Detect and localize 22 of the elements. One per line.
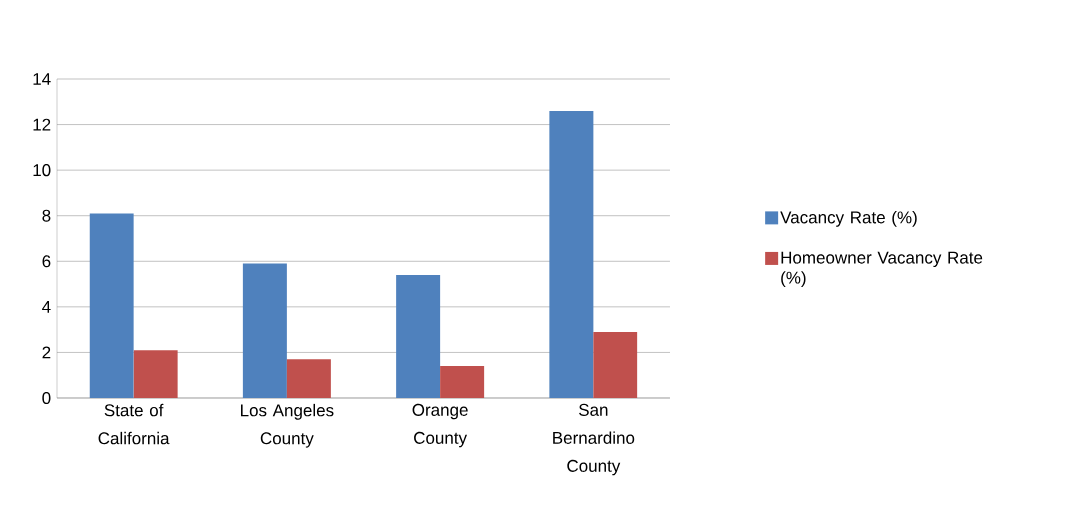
x-tick-label: State of California (98, 403, 170, 445)
bar (133, 350, 178, 398)
y-tick-label: 4 (42, 301, 51, 313)
bar (242, 263, 287, 398)
bar (286, 359, 331, 398)
bar (593, 331, 638, 398)
y-tick-label: 10 (33, 164, 51, 177)
bar (549, 110, 594, 398)
y-tick-label: 6 (42, 255, 51, 268)
y-tick-label: 8 (42, 209, 51, 222)
x-tick-label: Los Angeles County (241, 403, 334, 448)
y-tick-label: 0 (42, 391, 51, 405)
bar (440, 366, 485, 398)
x-tick-label: San Bernardino County (553, 403, 635, 476)
y-tick-label: 14 (33, 73, 51, 85)
x-tick-label: Orange County (412, 403, 468, 448)
bar (89, 213, 134, 398)
bar (396, 274, 441, 398)
legend-label: Vacancy Rate (%) (780, 210, 917, 227)
y-tick-label: 2 (42, 346, 51, 359)
y-tick-label: 12 (33, 118, 51, 131)
legend-label: Homeowner Vacancy Rate (%) (781, 251, 983, 288)
